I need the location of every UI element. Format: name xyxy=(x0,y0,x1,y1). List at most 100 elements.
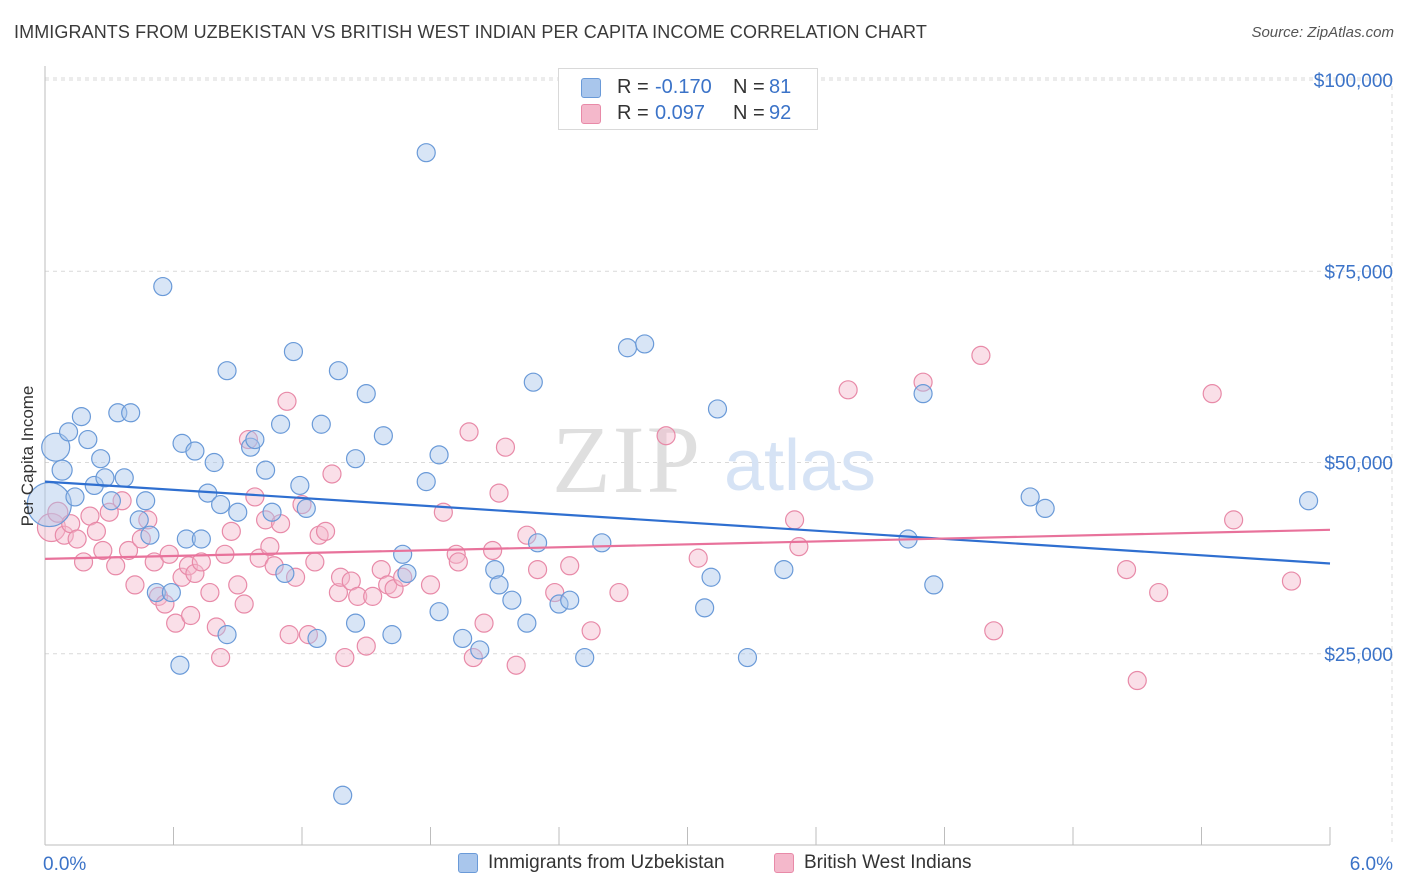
uzbekistan-point xyxy=(356,384,376,404)
trend-lines xyxy=(44,480,1331,565)
uzbekistan-point xyxy=(328,361,349,381)
legend-r-value: 0.097 xyxy=(655,102,706,124)
british-west-indians-point xyxy=(560,556,580,576)
uzbekistan-point xyxy=(211,494,231,515)
uzbekistan-point xyxy=(101,491,121,511)
uzbekistan-point xyxy=(345,449,366,469)
uzbekistan-point xyxy=(737,647,758,668)
uzbekistan-point xyxy=(65,487,85,507)
uzbekistan-point xyxy=(617,338,638,358)
british-west-indians-point xyxy=(322,464,342,484)
bottom-legend-swatch-blue xyxy=(458,853,478,873)
british-west-indians-point xyxy=(789,537,809,557)
uzbekistan-point xyxy=(913,384,933,404)
uzbekistan-point xyxy=(707,399,728,419)
british-west-indians-point xyxy=(112,491,132,511)
uzbekistan-point xyxy=(774,559,794,580)
uzbekistan-point xyxy=(549,594,569,614)
british-west-indians-point xyxy=(200,582,220,603)
british-west-indians-point xyxy=(211,647,231,668)
british-west-indians-point xyxy=(984,621,1004,641)
uzbekistan-point xyxy=(283,341,304,362)
british-west-indians-point xyxy=(86,521,107,541)
british-west-indians-point xyxy=(581,621,601,641)
uzbekistan-point xyxy=(255,460,276,480)
y-tick-label: $75,000 xyxy=(1324,262,1393,283)
british-west-indians-point xyxy=(315,521,336,541)
british-west-indians-point xyxy=(363,586,383,606)
uzbekistan-point xyxy=(275,563,295,584)
british-west-indians-point xyxy=(234,594,254,614)
british-west-indians-point xyxy=(971,345,991,365)
british-west-indians-point xyxy=(495,437,516,457)
legend-n-value: 81 xyxy=(769,76,792,98)
uzbekistan-point xyxy=(517,613,537,633)
british-west-indians-point xyxy=(913,372,933,392)
uzbekistan-point xyxy=(91,449,111,469)
uzbekistan-point xyxy=(397,563,417,584)
uzbekistan-point xyxy=(121,403,141,423)
uzbekistan-point xyxy=(429,602,449,622)
british-west-indians-point xyxy=(459,422,479,442)
uzbekistan-point xyxy=(453,628,473,649)
uzbekistan-point xyxy=(311,414,331,434)
british-west-indians-point xyxy=(609,582,629,603)
british-west-indians-point xyxy=(260,537,280,557)
uzbekistan-point xyxy=(373,426,393,446)
uzbekistan-point xyxy=(161,582,181,603)
chart-title: IMMIGRANTS FROM UZBEKISTAN VS BRITISH WE… xyxy=(14,22,927,42)
british-west-indians-point xyxy=(73,552,94,572)
british-west-indians-point xyxy=(463,647,483,668)
uzbekistan-point xyxy=(129,510,149,530)
legend-r-value: -0.170 xyxy=(655,76,712,98)
uzbekistan-point xyxy=(701,567,721,587)
british-west-indians-point xyxy=(420,575,441,595)
british-west-indians-point xyxy=(47,501,69,523)
uzbekistan-point xyxy=(1035,498,1055,518)
legend-n-label: N = xyxy=(733,76,765,98)
y-tick-label: $50,000 xyxy=(1324,454,1393,475)
series-british-west-indians xyxy=(36,345,1302,691)
british-west-indians-point xyxy=(159,544,179,564)
british-west-indians-point xyxy=(206,617,226,637)
british-west-indians-point xyxy=(545,582,565,603)
british-west-indians-point xyxy=(348,586,368,606)
correlation-legend: R = -0.170 N = 81 R = 0.097 N = 92 xyxy=(558,68,818,130)
uzbekistan-point xyxy=(575,647,595,668)
british-west-indians-point xyxy=(125,575,145,595)
uzbekistan-point xyxy=(71,407,92,427)
uzbekistan-point xyxy=(485,559,505,580)
uzbekistan-point xyxy=(416,472,436,492)
source-label: Source: ZipAtlas.com xyxy=(1251,24,1394,41)
tick-labels: $25,000 $50,000 $75,000 $100,000 0.0% 6.0% xyxy=(43,71,1393,875)
british-west-indians-point xyxy=(166,613,186,633)
x-tick-label-max: 6.0% xyxy=(1350,854,1393,875)
uzbekistan-point xyxy=(136,491,156,511)
uzbekistan-point xyxy=(523,372,543,392)
uzbekistan-point xyxy=(695,598,715,618)
british-west-indians-point xyxy=(285,567,306,587)
uzbekistan-point xyxy=(41,432,71,462)
british-west-indians-point xyxy=(1116,559,1137,580)
uzbekistan-point xyxy=(470,640,490,660)
uzbekistan-point xyxy=(1020,487,1040,507)
legend-r-label: R = xyxy=(617,102,649,124)
british-west-indians-trend-line xyxy=(44,528,1331,560)
uzbekistan-trend-line xyxy=(44,480,1331,565)
uzbekistan-point xyxy=(78,429,98,450)
british-west-indians-point xyxy=(784,510,805,530)
uzbekistan-point xyxy=(502,590,522,610)
uzbekistan-point xyxy=(146,582,166,603)
british-west-indians-point xyxy=(106,556,126,576)
british-west-indians-point xyxy=(688,548,708,568)
uzbekistan-point xyxy=(153,276,173,297)
british-west-indians-point xyxy=(330,567,351,587)
uzbekistan-point xyxy=(429,445,449,465)
british-west-indians-point xyxy=(54,525,74,545)
bottom-legend-label: British West Indians xyxy=(804,852,972,873)
y-axis-label: Per Capita Income xyxy=(18,385,37,527)
british-west-indians-point xyxy=(506,655,526,675)
bottom-legend-label: Immigrants from Uzbekistan xyxy=(488,852,725,873)
british-west-indians-point xyxy=(1281,571,1302,591)
